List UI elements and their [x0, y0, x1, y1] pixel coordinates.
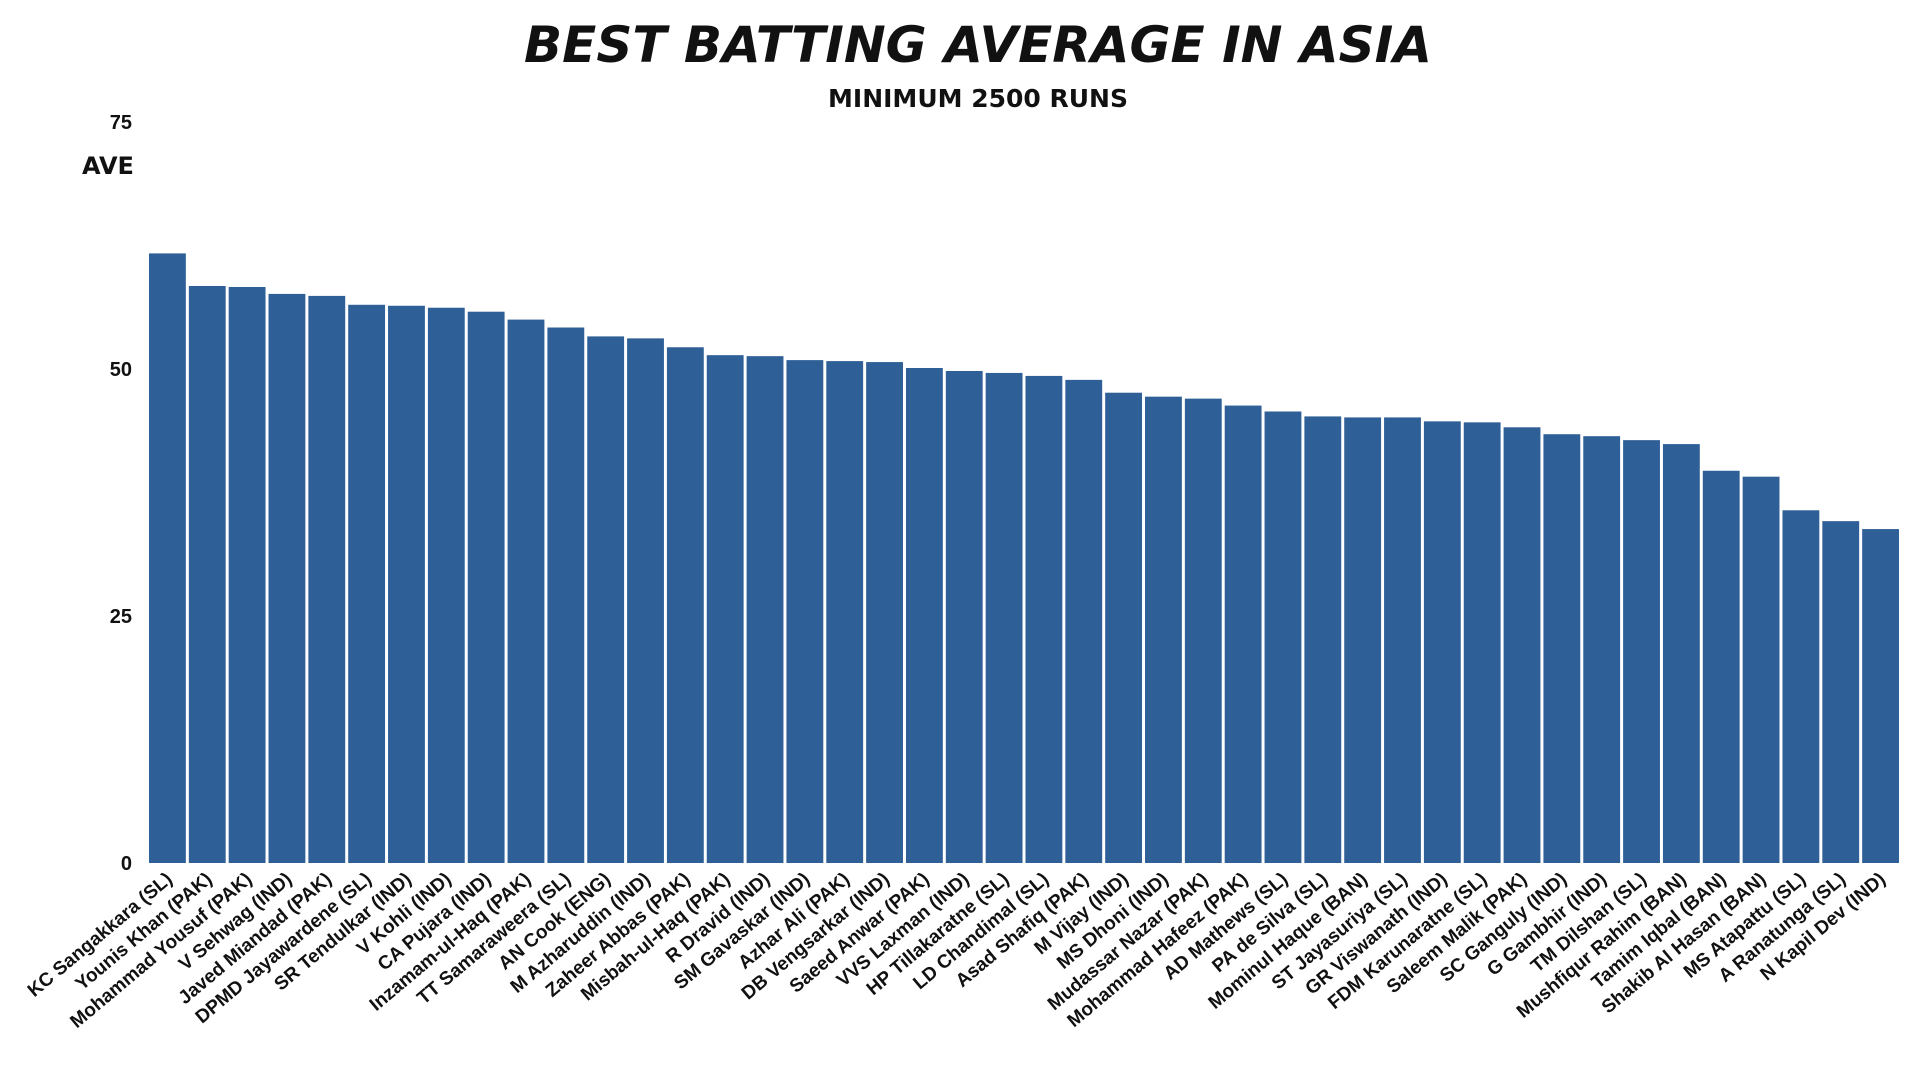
bar	[228, 287, 266, 863]
bar	[268, 293, 306, 863]
bar	[1423, 421, 1461, 863]
bar	[348, 304, 386, 863]
bar	[1344, 417, 1382, 863]
y-tick-label: 0	[121, 853, 132, 875]
y-tick-label: 25	[110, 606, 132, 628]
chart-title: BEST BATTING AVERAGE IN ASIA	[524, 16, 1432, 74]
bar	[1184, 398, 1222, 863]
bar	[1145, 396, 1182, 863]
bar	[786, 360, 824, 863]
bar	[1065, 379, 1103, 863]
bar	[1583, 436, 1621, 863]
bar	[1742, 476, 1780, 863]
bar	[746, 356, 784, 863]
bar	[308, 295, 346, 863]
bar	[1224, 405, 1262, 863]
y-tick-label: 75	[110, 112, 132, 134]
x-axis-labels: KC Sangakkara (SL)Younis Khan (PAK)Moham…	[24, 869, 1890, 1033]
bar	[188, 286, 226, 863]
bar	[706, 355, 744, 863]
bar	[1822, 521, 1860, 863]
bar	[547, 327, 585, 863]
bar	[1543, 434, 1581, 863]
bar	[945, 370, 983, 863]
bar	[1025, 375, 1063, 863]
bar	[427, 307, 465, 863]
bar	[627, 338, 664, 863]
bar	[1782, 510, 1820, 863]
y-axis-ticks: 0 25 50 75	[110, 112, 132, 875]
y-tick-label: 50	[110, 359, 132, 381]
bar	[467, 311, 505, 863]
bar	[1105, 392, 1143, 863]
bar	[388, 305, 425, 863]
bar	[149, 253, 186, 863]
bar	[1503, 427, 1541, 863]
bar	[1702, 470, 1740, 863]
bar	[985, 372, 1023, 863]
bars-group	[149, 253, 1899, 864]
bar	[507, 319, 545, 864]
bar	[1304, 416, 1342, 863]
bar	[1662, 444, 1700, 863]
chart-subtitle: MINIMUM 2500 RUNS	[828, 84, 1128, 113]
bar	[826, 361, 864, 863]
y-axis-label: AVE	[82, 152, 134, 180]
bar	[666, 347, 704, 863]
bar	[1384, 417, 1421, 863]
bar	[905, 368, 943, 863]
bar	[1862, 529, 1899, 863]
bar	[587, 336, 625, 863]
bar	[1623, 440, 1660, 863]
bar	[1264, 411, 1302, 863]
bar	[866, 362, 903, 863]
bar	[1463, 422, 1501, 863]
